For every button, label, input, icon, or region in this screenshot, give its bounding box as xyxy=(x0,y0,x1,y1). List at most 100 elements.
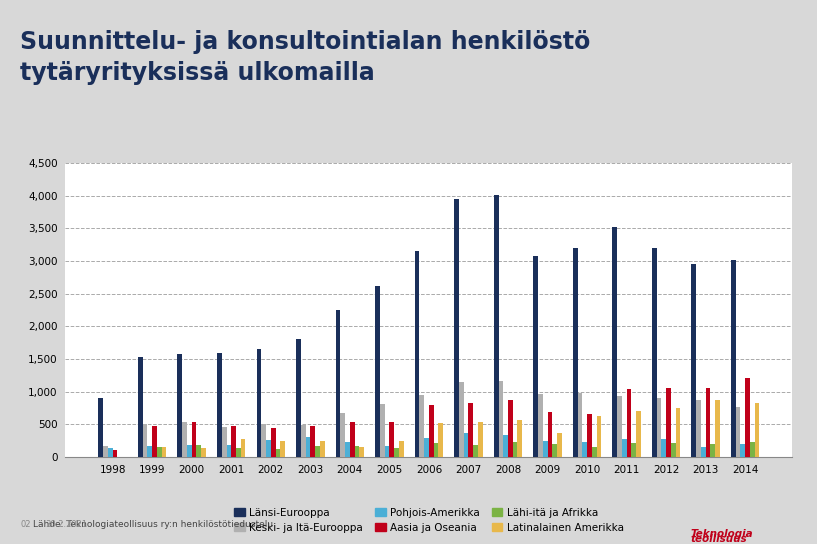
Bar xyxy=(596,417,601,457)
Bar xyxy=(464,434,468,457)
Bar xyxy=(706,388,711,457)
Bar xyxy=(310,425,315,457)
Bar xyxy=(143,424,147,457)
Bar xyxy=(187,444,192,457)
Bar xyxy=(557,434,562,457)
Bar xyxy=(359,447,364,457)
Bar xyxy=(241,438,245,457)
Bar xyxy=(266,440,270,457)
Bar xyxy=(201,448,206,457)
Bar xyxy=(617,395,622,457)
Bar xyxy=(226,445,231,457)
Bar xyxy=(736,407,740,457)
Bar xyxy=(182,422,187,457)
Bar xyxy=(454,199,459,457)
Bar xyxy=(691,264,696,457)
Bar xyxy=(745,378,750,457)
Bar xyxy=(157,447,162,457)
Bar xyxy=(542,441,547,457)
Bar xyxy=(622,440,627,457)
Legend: Länsi-Eurooppa, Keski- ja Itä-Eurooppa, Pohjois-Amerikka, Aasia ja Oseania, Lähi: Länsi-Eurooppa, Keski- ja Itä-Eurooppa, … xyxy=(234,508,623,533)
Bar xyxy=(671,443,676,457)
Bar xyxy=(217,353,221,457)
Text: teollisuus: teollisuus xyxy=(690,534,747,544)
Bar xyxy=(162,447,167,457)
Bar xyxy=(336,310,341,457)
Bar xyxy=(657,398,662,457)
Bar xyxy=(503,435,508,457)
Bar xyxy=(676,408,681,457)
Bar xyxy=(355,446,359,457)
Bar xyxy=(152,426,157,457)
Bar xyxy=(257,349,261,457)
Bar xyxy=(552,444,557,457)
Bar xyxy=(740,444,745,457)
Bar xyxy=(627,389,632,457)
Bar xyxy=(394,448,399,457)
Bar xyxy=(350,422,355,457)
Bar xyxy=(459,382,464,457)
Bar xyxy=(632,443,636,457)
Bar xyxy=(517,420,522,457)
Bar xyxy=(493,195,498,457)
Bar xyxy=(415,251,419,457)
Bar xyxy=(478,422,483,457)
Bar xyxy=(711,444,715,457)
Bar xyxy=(666,388,671,457)
Text: Lähde: Teknologiateollisuus ry:n henkilöstötiedustelu: Lähde: Teknologiateollisuus ry:n henkilö… xyxy=(33,520,273,529)
Bar xyxy=(439,423,443,457)
Bar xyxy=(380,404,385,457)
Bar xyxy=(701,447,706,457)
Bar xyxy=(345,442,350,457)
Bar xyxy=(652,248,657,457)
Bar xyxy=(301,425,306,457)
Bar xyxy=(636,411,641,457)
Bar xyxy=(306,437,310,457)
Bar xyxy=(419,395,424,457)
Text: Teknologia: Teknologia xyxy=(690,529,753,539)
Bar xyxy=(231,426,236,457)
Bar xyxy=(508,400,513,457)
Bar xyxy=(280,441,285,457)
Bar xyxy=(196,444,201,457)
Bar xyxy=(192,422,196,457)
Bar xyxy=(583,442,587,457)
Bar xyxy=(138,357,143,457)
Bar xyxy=(429,405,434,457)
Bar xyxy=(108,448,113,457)
Bar xyxy=(113,450,118,457)
Bar xyxy=(261,424,266,457)
Bar xyxy=(696,400,701,457)
Bar xyxy=(750,442,755,457)
Bar xyxy=(715,399,720,457)
Bar xyxy=(547,412,552,457)
Bar xyxy=(315,446,319,457)
Bar xyxy=(319,441,324,457)
Bar xyxy=(731,261,736,457)
Bar xyxy=(341,412,345,457)
Bar xyxy=(468,404,473,457)
Bar xyxy=(275,449,280,457)
Bar xyxy=(662,440,666,457)
Bar xyxy=(592,447,596,457)
Text: 30.2.2021: 30.2.2021 xyxy=(45,520,87,529)
Bar xyxy=(98,398,103,457)
Bar xyxy=(390,422,394,457)
Text: 02: 02 xyxy=(20,520,31,529)
Bar xyxy=(221,427,226,457)
Bar xyxy=(236,448,241,457)
Bar xyxy=(147,446,152,457)
Bar xyxy=(270,428,275,457)
Bar xyxy=(296,339,301,457)
Bar xyxy=(385,446,390,457)
Text: Suunnittelu- ja konsultointialan henkilöstö
tytäryrityksissä ulkomailla: Suunnittelu- ja konsultointialan henkilö… xyxy=(20,30,591,85)
Bar xyxy=(538,394,542,457)
Bar xyxy=(399,441,404,457)
Bar xyxy=(103,446,108,457)
Bar xyxy=(375,286,380,457)
Bar xyxy=(755,404,760,457)
Bar xyxy=(573,248,578,457)
Bar xyxy=(534,256,538,457)
Bar xyxy=(473,445,478,457)
Bar xyxy=(498,381,503,457)
